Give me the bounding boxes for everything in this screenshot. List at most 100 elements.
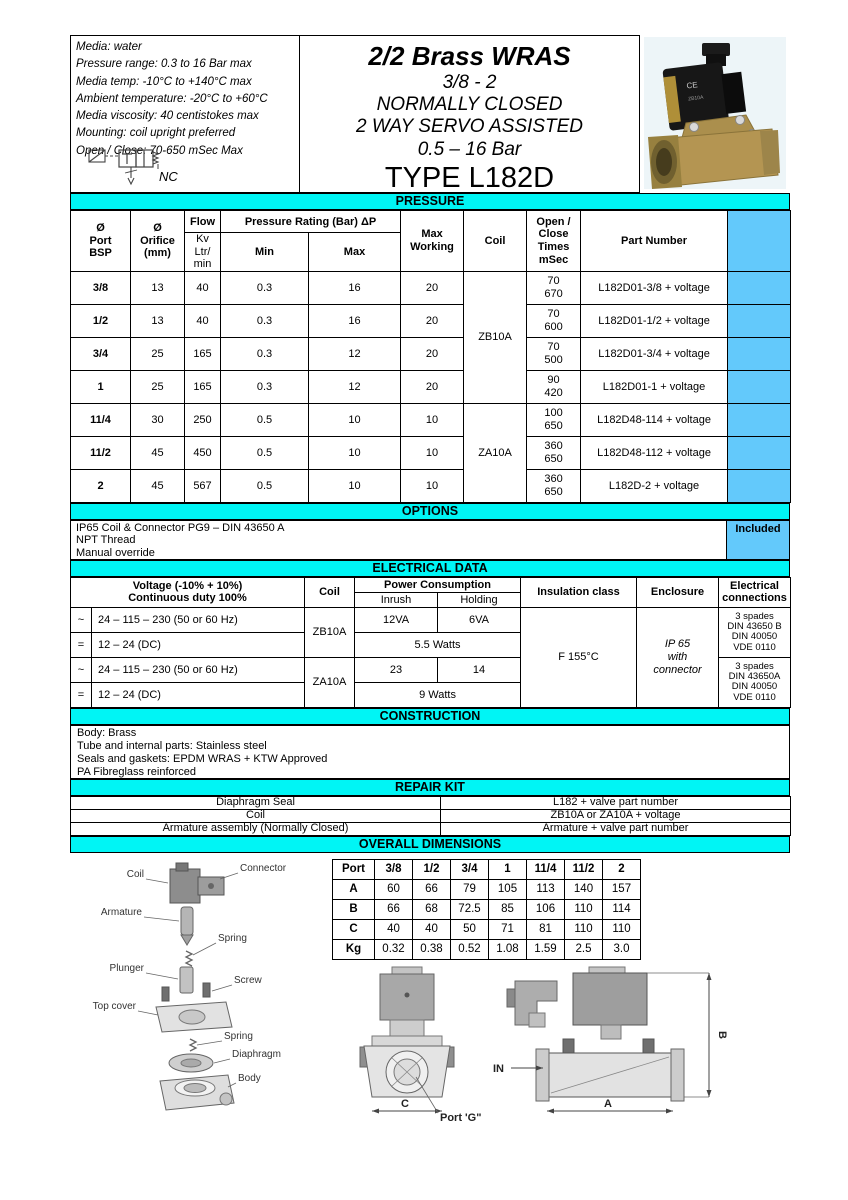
cell-flow: 450 bbox=[184, 435, 221, 470]
cell-connections-za: 3 spades DIN 43650A DIN 40050 VDE 0110 bbox=[718, 656, 792, 708]
dimension-row-b: B 66 68 72.5 85 106 110 114 bbox=[332, 898, 641, 920]
cell-orifice: 25 bbox=[130, 336, 185, 371]
cell-voltage: 24 – 115 – 230 (50 or 60 Hz) bbox=[91, 656, 305, 683]
dimension-row-kg: Kg 0.32 0.38 0.52 1.08 1.59 2.5 3.0 bbox=[332, 938, 641, 960]
dim-header-11-2: 11/2 bbox=[564, 858, 603, 880]
construction-box: Body: Brass Tube and internal parts: Sta… bbox=[70, 724, 790, 779]
cell-min: 0.3 bbox=[220, 270, 309, 305]
col-header-accent bbox=[727, 210, 792, 272]
section-banner-electrical: ELECTRICAL DATA bbox=[70, 559, 790, 577]
nc-valve-symbol-icon bbox=[88, 149, 160, 186]
cell-inrush: 12VA bbox=[354, 606, 438, 633]
section-banner-construction: CONSTRUCTION bbox=[70, 707, 790, 725]
dim-value: 85 bbox=[488, 898, 527, 920]
dim-value: 105 bbox=[488, 878, 527, 900]
dim-value: 66 bbox=[374, 898, 413, 920]
dim-value: 50 bbox=[450, 918, 489, 940]
cell-voltage: 12 – 24 (DC) bbox=[91, 631, 305, 658]
cell-max: 16 bbox=[307, 303, 402, 338]
cell-part-number: L182D01-1/2 + voltage bbox=[580, 303, 729, 338]
dim-value: 68 bbox=[412, 898, 451, 920]
exploded-label-screw: Screw bbox=[234, 975, 263, 986]
cell-orifice: 45 bbox=[130, 435, 185, 470]
cell-part-number: L182D01-1 + voltage bbox=[580, 369, 729, 404]
col-header-holding: Holding bbox=[436, 591, 522, 608]
exploded-label-body: Body bbox=[238, 1073, 261, 1084]
col-header-ecoil: Coil bbox=[304, 576, 355, 608]
cell-min: 0.3 bbox=[220, 303, 309, 338]
col-header-orifice: Ø Orifice (mm) bbox=[130, 210, 185, 272]
cell-port: 3/4 bbox=[70, 336, 131, 371]
pressure-row-1: 3/8 13 40 0.3 16 20 ZB10A 70 670 L182D01… bbox=[70, 270, 792, 404]
product-photo: CE ZB10A bbox=[644, 37, 786, 189]
dim-value: 106 bbox=[526, 898, 565, 920]
repair-part: Armature + valve part number bbox=[440, 821, 791, 836]
exploded-label-top-cover: Top cover bbox=[93, 1001, 137, 1012]
size-range: 3/8 - 2 bbox=[442, 72, 497, 93]
dim-header-1-2: 1/2 bbox=[412, 858, 451, 880]
cell-accent bbox=[727, 402, 792, 437]
section-banner-overall-dimensions: OVERALL DIMENSIONS bbox=[70, 835, 790, 853]
section-banner-repair-kit: REPAIR KIT bbox=[70, 778, 790, 796]
cell-times: 90 420 bbox=[526, 369, 582, 404]
dim-value: 2.5 bbox=[564, 938, 603, 960]
dim-value: 72.5 bbox=[450, 898, 489, 920]
cell-port: 2 bbox=[70, 468, 131, 503]
exploded-label-coil: Coil bbox=[127, 869, 144, 880]
dim-label-kg: Kg bbox=[332, 938, 375, 960]
dim-header-3-4: 3/4 bbox=[450, 858, 489, 880]
options-included-badge: Included bbox=[727, 519, 790, 560]
cell-max: 12 bbox=[307, 336, 402, 371]
dim-value: 157 bbox=[602, 878, 641, 900]
dim-value: 79 bbox=[450, 878, 489, 900]
dim-value: 113 bbox=[526, 878, 565, 900]
dim-value: 110 bbox=[564, 918, 603, 940]
cell-port: 11/4 bbox=[70, 402, 131, 437]
repair-part: L182 + valve part number bbox=[440, 795, 791, 810]
cell-max-working: 20 bbox=[400, 270, 465, 305]
dim-value: 114 bbox=[602, 898, 641, 920]
cell-min: 0.3 bbox=[220, 369, 309, 404]
dimensions-header-row: Port 3/8 1/2 3/4 1 11/4 11/2 2 bbox=[332, 858, 641, 880]
overall-dimensions-table: Port 3/8 1/2 3/4 1 11/4 11/2 2 A 60 66 7… bbox=[332, 858, 641, 960]
pressure-table: Ø Port BSP Ø Orifice (mm) Flow Pressure … bbox=[70, 210, 792, 503]
exploded-label-connector: Connector bbox=[240, 863, 287, 874]
cell-times: 70 600 bbox=[526, 303, 582, 338]
col-header-voltage: Voltage (-10% + 10%) Continuous duty 100… bbox=[70, 576, 305, 608]
option-coil-connector: IP65 Coil & Connector PG9 – DIN 43650 A bbox=[76, 521, 285, 534]
spec-media-temp: Media temp: -10°C to +140°C max bbox=[76, 75, 252, 88]
cell-max-working: 20 bbox=[400, 303, 465, 338]
col-header-power: Power Consumption bbox=[353, 576, 522, 593]
dim-value: 110 bbox=[602, 918, 641, 940]
exploded-label-diaphragm: Diaphragm bbox=[232, 1049, 281, 1060]
normally-closed-label: NORMALLY CLOSED bbox=[376, 94, 563, 116]
cell-max-working: 20 bbox=[400, 336, 465, 371]
col-header-flow-units: Kv Ltr/ min bbox=[184, 232, 221, 272]
dimensions-section: Coil Connector Armature Spring Plunger S… bbox=[70, 853, 790, 1126]
cell-coil-za10a: ZA10A bbox=[463, 402, 528, 503]
cell-insulation-class: F 155°C bbox=[520, 606, 638, 708]
cell-accent bbox=[727, 336, 792, 371]
cell-min: 0.3 bbox=[220, 336, 309, 371]
repair-item: Coil bbox=[70, 808, 441, 823]
cell-holding: 6VA bbox=[436, 606, 522, 633]
spec-mounting: Mounting: coil upright preferred bbox=[76, 127, 236, 140]
cell-flow: 567 bbox=[184, 468, 221, 503]
col-header-max-working: Max Working bbox=[400, 210, 465, 272]
cell-accent bbox=[727, 303, 792, 338]
dim-value: 40 bbox=[412, 918, 451, 940]
cell-min: 0.5 bbox=[220, 468, 309, 503]
svg-text:CE: CE bbox=[686, 80, 698, 90]
cell-watts: 5.5 Watts bbox=[353, 631, 522, 658]
cell-flow: 40 bbox=[184, 303, 221, 338]
datasheet-content: Media: water Pressure range: 0.3 to 16 B… bbox=[70, 35, 792, 1126]
exploded-label-spring-2: Spring bbox=[224, 1031, 253, 1042]
cell-accent bbox=[727, 270, 792, 305]
dim-value: 110 bbox=[564, 898, 603, 920]
cell-min: 0.5 bbox=[220, 435, 309, 470]
repair-item: Diaphragm Seal bbox=[70, 795, 441, 810]
cell-ac-symbol: ~ bbox=[70, 606, 92, 633]
cell-max-working: 10 bbox=[400, 435, 465, 470]
svg-text:ZB10A: ZB10A bbox=[688, 95, 705, 103]
